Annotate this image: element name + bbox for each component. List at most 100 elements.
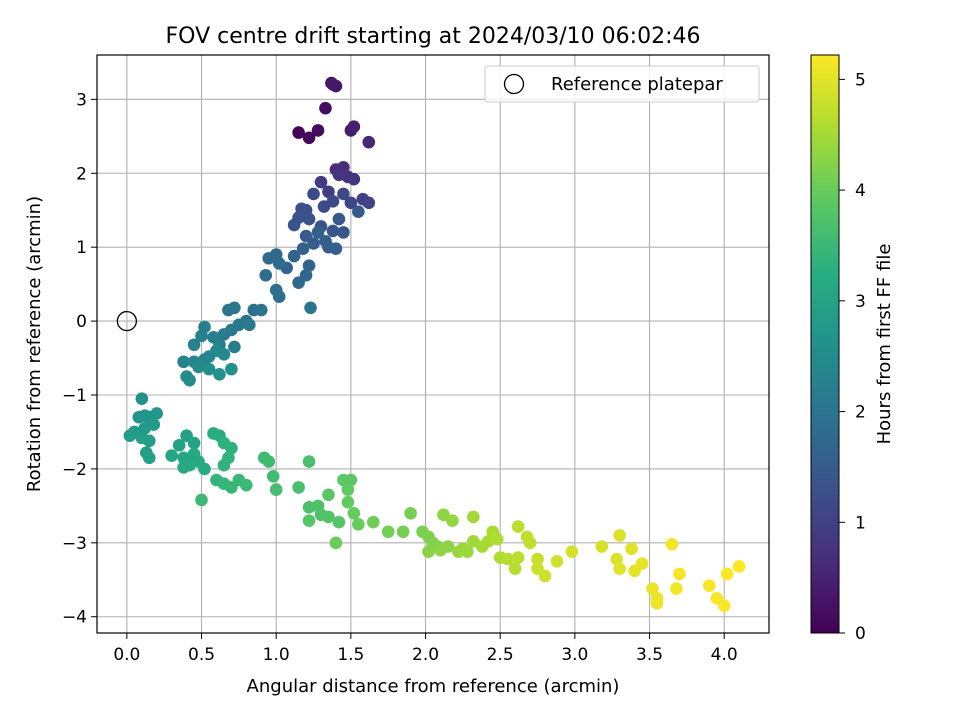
data-point: [347, 172, 361, 186]
legend: Reference platepar: [484, 65, 760, 103]
plot-frame: [96, 54, 770, 634]
data-point: [610, 552, 623, 566]
y-tick-label: 1: [76, 238, 87, 258]
x-axis-label: Angular distance from reference (arcmin): [247, 676, 620, 697]
data-point: [302, 514, 316, 527]
data-point: [329, 536, 343, 550]
legend-label: Reference platepar: [551, 74, 723, 95]
grid-lines: [97, 55, 769, 633]
data-point: [314, 175, 328, 189]
data-point: [322, 488, 335, 502]
data-point: [272, 257, 286, 270]
data-point: [177, 461, 190, 474]
data-point: [625, 542, 638, 556]
data-point: [326, 224, 340, 238]
data-point: [665, 538, 679, 551]
data-point: [142, 434, 156, 448]
data-point: [650, 597, 664, 610]
y-axis-ticks: 3 2 1 0 −1 −2 −3 −4: [62, 90, 97, 628]
x-axis-ticks: 0.0 0.5 1.0 1.5 2.0 2.5 3.0 3.5 4.0: [113, 633, 738, 665]
data-point: [531, 552, 544, 566]
data-point: [344, 196, 358, 210]
data-point: [228, 340, 241, 354]
x-tick-label: 0.5: [188, 645, 215, 665]
data-point: [304, 301, 317, 315]
data-point: [446, 514, 459, 527]
data-point: [177, 355, 190, 369]
data-point: [187, 338, 201, 352]
data-point: [198, 462, 211, 476]
y-axis-label: Rotation from reference (arcmin): [24, 196, 45, 492]
colorbar-ticks: 0 1 2 3 4 5: [839, 70, 866, 644]
x-tick-label: 3.5: [636, 645, 663, 665]
data-point: [332, 515, 346, 529]
data-point: [272, 290, 286, 303]
data-point: [326, 78, 340, 91]
x-tick-label: 2.0: [412, 645, 439, 665]
legend-box: [484, 65, 760, 103]
data-point: [240, 478, 253, 492]
data-point: [150, 407, 164, 420]
data-point: [292, 481, 305, 494]
data-point: [347, 506, 361, 520]
data-point: [302, 259, 316, 272]
data-point: [287, 218, 301, 232]
x-tick-label: 1.5: [337, 645, 364, 665]
data-point: [341, 483, 355, 496]
data-point: [461, 545, 474, 558]
data-point: [404, 506, 417, 520]
colorbar-tick-label: 0: [855, 624, 866, 644]
data-point: [266, 470, 280, 483]
data-point: [673, 567, 686, 581]
data-point: [217, 458, 231, 472]
data-point: [302, 131, 316, 145]
colorbar-tick-label: 1: [855, 513, 866, 533]
data-point: [142, 451, 156, 465]
data-point: [352, 518, 365, 531]
data-point: [165, 449, 178, 462]
data-point: [362, 135, 376, 149]
data-point: [311, 124, 325, 137]
data-point: [311, 226, 325, 239]
data-point: [538, 569, 552, 583]
data-point: [437, 508, 450, 522]
data-point: [511, 551, 525, 564]
data-point: [123, 429, 137, 442]
data-point: [222, 303, 235, 317]
colorbar: [810, 54, 840, 634]
data-point: [192, 360, 205, 374]
reference-marker: [116, 310, 138, 332]
colorbar-tick-label: 4: [855, 181, 866, 201]
data-point: [720, 567, 734, 581]
data-point: [550, 555, 564, 568]
legend-open-circle-icon: [503, 73, 525, 95]
data-point: [183, 373, 196, 387]
data-point: [296, 242, 310, 255]
data-point: [613, 529, 626, 542]
x-tick-label: 0.0: [113, 645, 140, 665]
data-point: [195, 329, 208, 343]
y-tick-label: 0: [76, 312, 87, 332]
data-point: [511, 520, 525, 533]
data-point: [225, 441, 238, 455]
data-point: [396, 525, 410, 539]
data-point: [347, 120, 361, 133]
data-point: [381, 525, 395, 539]
data-point: [422, 545, 435, 558]
data-point: [595, 540, 609, 553]
data-point: [138, 421, 152, 435]
data-point: [207, 331, 220, 344]
data-point: [322, 510, 335, 524]
data-point: [332, 212, 346, 226]
data-point: [254, 303, 268, 317]
data-point: [508, 562, 522, 575]
y-tick-label: −2: [62, 460, 87, 480]
data-point: [132, 410, 146, 424]
reference-platepar-point: [116, 310, 138, 332]
data-point: [307, 187, 320, 201]
y-tick-label: −3: [62, 534, 87, 554]
colorbar-label: Hours from first FF file: [874, 244, 895, 445]
data-point: [362, 196, 376, 210]
data-point: [302, 212, 316, 226]
